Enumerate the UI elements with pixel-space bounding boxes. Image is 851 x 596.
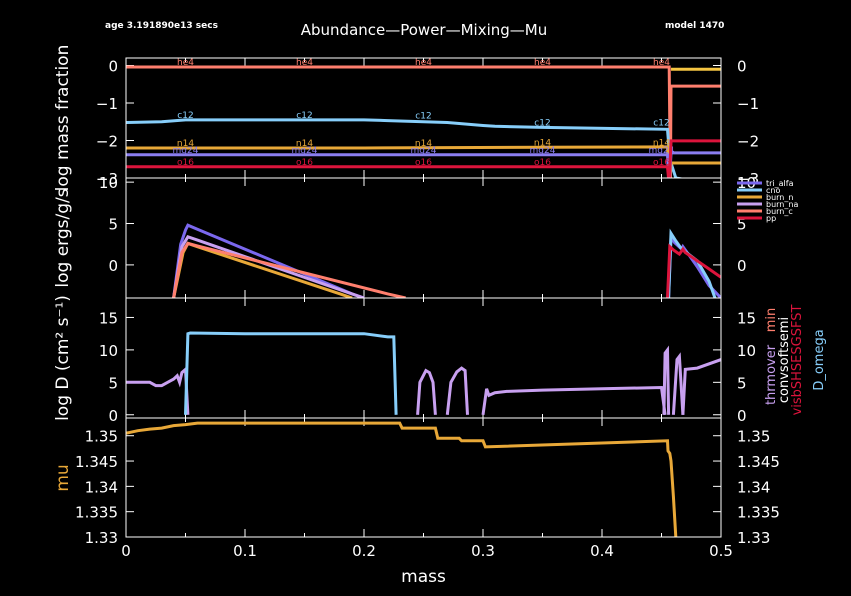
legend-label: visbSHSESGSFST (790, 305, 805, 416)
series-line (445, 366, 469, 415)
series-label: mg24 (173, 146, 199, 156)
legend-label: convsoftsemi (777, 317, 792, 403)
y-tick-label-left: 10 (99, 342, 118, 360)
x-tick-label: 0.3 (471, 542, 495, 560)
legend-label: cno (766, 186, 780, 195)
y-tick-label-left: −3 (96, 170, 118, 188)
y-tick-label-right: 0 (737, 257, 747, 275)
y-tick-label-right: 1.345 (737, 453, 780, 471)
series-label: c12 (415, 112, 431, 122)
series-label: c12 (653, 118, 669, 128)
y-tick-label-right: −1 (737, 95, 759, 113)
series-label: he4 (534, 58, 551, 68)
y-axis-title-mixing: log D (cm² s⁻¹) (53, 295, 73, 421)
legend-label: pp (766, 214, 776, 223)
legend-label: burn_n (766, 193, 793, 202)
series-label: c12 (177, 111, 193, 121)
legend-label: tri_alfa (766, 179, 794, 188)
x-tick-label: 0.1 (233, 542, 257, 560)
y-tick-label-left: 1.345 (75, 453, 118, 471)
y-tick-label-left: 1.33 (85, 529, 118, 547)
y-tick-label-left: 15 (99, 309, 118, 327)
series-line (671, 352, 685, 415)
series-line (172, 241, 406, 298)
series-label: n14 (415, 139, 432, 149)
y-axis-title-mu: mu (53, 464, 73, 491)
y-tick-label-right: 0 (737, 58, 747, 76)
y-tick-label-right: 10 (737, 342, 756, 360)
series-label: n14 (534, 138, 551, 148)
series-label: o16 (653, 158, 670, 168)
y-tick-label-left: 10 (99, 174, 118, 192)
chart-title: Abundance—Power—Mixing—Mu (301, 21, 547, 39)
series-label: he4 (177, 58, 194, 68)
series-line (481, 385, 667, 416)
x-tick-label: 0.5 (709, 542, 733, 560)
series-label: n14 (296, 139, 313, 149)
y-tick-label-left: 5 (108, 216, 118, 234)
series-line (126, 421, 678, 537)
y-tick-label-right: 1.335 (737, 504, 780, 522)
y-tick-label-right: 1.35 (737, 428, 770, 446)
y-tick-label-right: 1.34 (737, 478, 770, 496)
y-tick-label-right: 5 (737, 216, 747, 234)
series-line (126, 65, 721, 178)
x-tick-label: 0.2 (352, 542, 376, 560)
y-tick-label-left: 1.35 (85, 428, 118, 446)
legend-label: thrmover (764, 344, 779, 405)
series-label: o16 (296, 158, 313, 168)
series-label: mg24 (530, 146, 556, 156)
series-line (666, 243, 721, 298)
series-line (126, 151, 721, 178)
series-label: c12 (534, 118, 550, 128)
series-label: n14 (653, 138, 670, 148)
y-axis-title-abundance: log mass fraction (53, 45, 73, 192)
series-label: mg24 (649, 146, 675, 156)
series-line (681, 358, 721, 415)
y-tick-label-left: −1 (96, 95, 118, 113)
legend-label: D_omega (812, 329, 827, 390)
series-label: he4 (653, 58, 670, 68)
x-axis-title: mass (401, 567, 446, 587)
series-label: o16 (534, 158, 551, 168)
series-line (416, 368, 437, 415)
series-label: he4 (296, 58, 313, 68)
y-tick-label-left: 0 (108, 58, 118, 76)
legend-label: burn_c (766, 207, 793, 216)
y-tick-label-right: 1.33 (737, 529, 770, 547)
y-tick-label-left: 1.34 (85, 478, 118, 496)
y-tick-label-right: −2 (737, 133, 759, 151)
y-tick-label-left: −2 (96, 133, 118, 151)
y-tick-label-left: 0 (108, 257, 118, 275)
model-label: model 1470 (665, 21, 724, 31)
series-line (126, 139, 721, 178)
y-tick-label-right: 15 (737, 309, 756, 327)
y-tick-label-left: 5 (108, 374, 118, 392)
series-label: o16 (177, 158, 194, 168)
y-tick-label-left: 0 (108, 407, 118, 425)
y-axis-title-power: log ergs/g/s (53, 188, 73, 287)
legend-label: burn_na (766, 200, 798, 209)
series-label: mg24 (292, 146, 318, 156)
series-label: n14 (177, 139, 194, 149)
x-tick-label: 0 (121, 542, 131, 560)
series-line (126, 366, 190, 415)
x-tick-label: 0.4 (590, 542, 614, 560)
y-tick-label-right: 0 (737, 407, 747, 425)
series-label: c12 (296, 111, 312, 121)
y-tick-label-left: 1.335 (75, 504, 118, 522)
series-line (184, 331, 398, 415)
plot-frame (125, 417, 722, 538)
legend-label: min (764, 308, 779, 333)
series-line (662, 345, 671, 415)
age-label: age 3.191890e13 secs (105, 21, 218, 31)
y-tick-label-right: 5 (737, 374, 747, 392)
series-label: mg24 (411, 146, 437, 156)
series-label: he4 (415, 58, 432, 68)
series-label: o16 (415, 158, 432, 168)
